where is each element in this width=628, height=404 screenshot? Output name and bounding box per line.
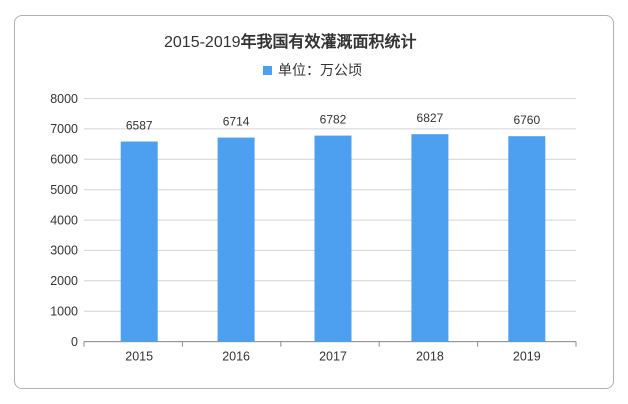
svg-text:2016: 2016 <box>222 350 250 364</box>
svg-text:2019: 2019 <box>513 350 541 364</box>
svg-text:5000: 5000 <box>50 183 78 197</box>
svg-text:1000: 1000 <box>50 304 78 318</box>
svg-text:2015: 2015 <box>125 350 153 364</box>
svg-text:6760: 6760 <box>513 113 540 127</box>
svg-text:2000: 2000 <box>50 274 78 288</box>
svg-text:6000: 6000 <box>50 153 78 167</box>
svg-text:4000: 4000 <box>50 213 78 227</box>
svg-text:7000: 7000 <box>50 122 78 136</box>
svg-text:6782: 6782 <box>320 113 347 127</box>
svg-text:8000: 8000 <box>50 92 78 106</box>
svg-text:6827: 6827 <box>417 111 444 125</box>
svg-text:6714: 6714 <box>223 115 250 129</box>
svg-text:3000: 3000 <box>50 244 78 258</box>
svg-text:2017: 2017 <box>319 350 347 364</box>
svg-text:0: 0 <box>71 335 78 349</box>
svg-text:2018: 2018 <box>416 350 444 364</box>
svg-text:6587: 6587 <box>126 119 153 133</box>
